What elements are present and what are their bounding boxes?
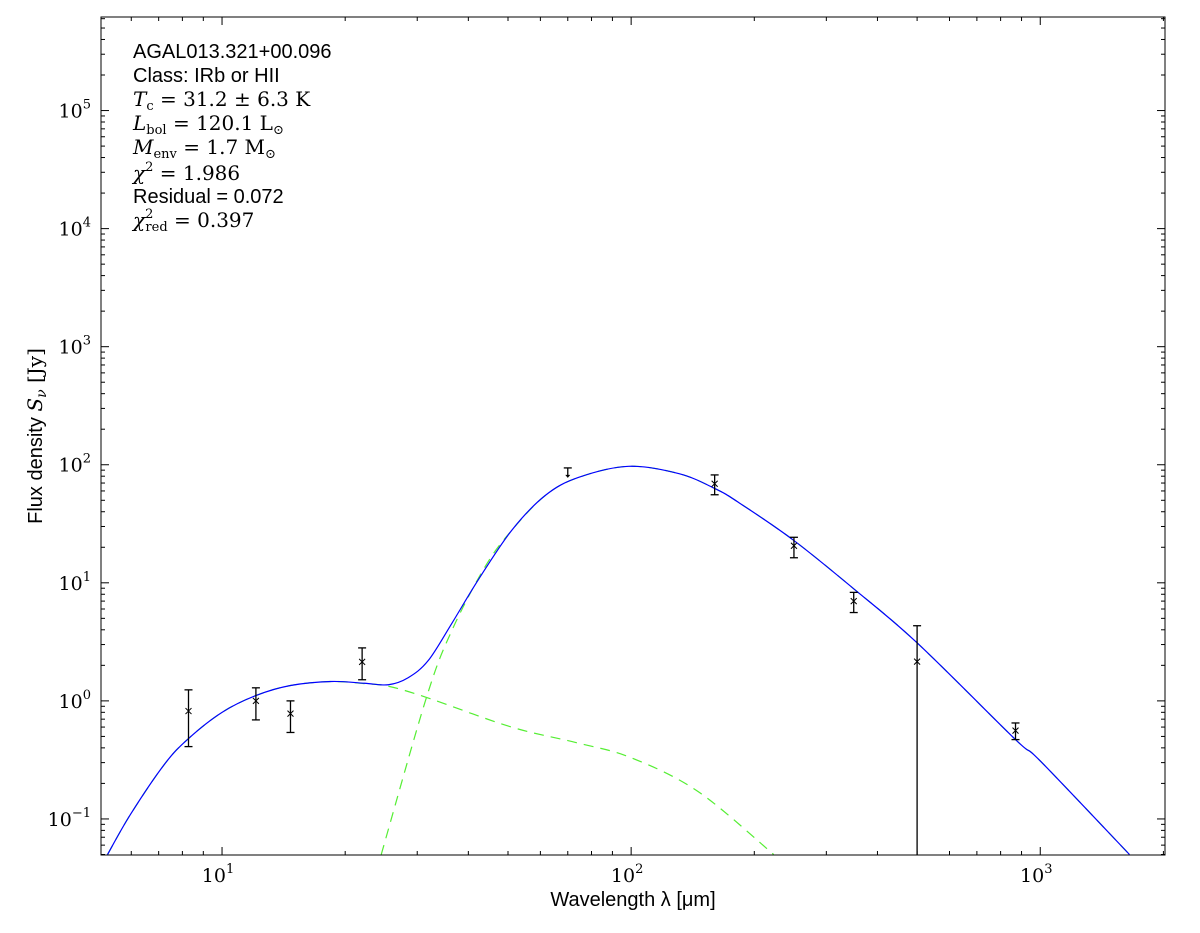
y-tick-base: 10 — [59, 219, 83, 241]
data-point — [251, 687, 260, 721]
data-point — [849, 591, 858, 614]
y-tick-base: 10 — [59, 455, 83, 477]
point-marker — [790, 542, 798, 550]
data-point — [184, 689, 193, 748]
data-point — [358, 647, 367, 681]
y-tick-base: 10 — [48, 809, 72, 831]
y-tick-label: 103 — [59, 334, 91, 359]
point-marker — [185, 707, 192, 715]
y-tick-exponent: 5 — [83, 98, 91, 113]
y-tick-exponent: 0 — [83, 688, 91, 703]
y-tick-exponent: 1 — [83, 570, 91, 585]
plot-frame — [100, 16, 1166, 856]
x-axis-label: Wavelength λ [μm] — [550, 889, 715, 911]
class-label: Class: IRb or HII — [133, 65, 280, 87]
model-curves — [107, 465, 1130, 855]
warm-component-curve — [107, 680, 775, 855]
point-marker — [252, 697, 260, 705]
y-tick-label: 100 — [59, 688, 91, 713]
upper-limit-arrow — [565, 474, 571, 478]
fit-annotations: AGAL013.321+00.096 Class: IRb or HII Tc … — [131, 41, 332, 235]
chi2-label: χ2 = 1.986 — [131, 160, 240, 185]
data-point — [286, 700, 295, 734]
point-marker — [287, 710, 294, 717]
x-tick-label: 102 — [611, 862, 643, 887]
y-tick-base: 10 — [59, 691, 83, 713]
chi2-reduced-label: χ2 red = 0.397 — [131, 207, 254, 235]
y-tick-label: 105 — [59, 98, 91, 123]
y-tick-base: 10 — [59, 337, 83, 359]
point-marker — [358, 658, 366, 666]
total-model-curve — [107, 465, 1130, 855]
point-marker — [1012, 727, 1019, 734]
y-tick-base: 10 — [59, 573, 83, 595]
point-marker — [711, 480, 719, 488]
point-marker — [850, 597, 858, 605]
luminosity-label: Lbol = 120.1 L⊙ — [132, 111, 284, 138]
data-point — [710, 474, 719, 496]
y-tick-exponent: 3 — [83, 334, 91, 349]
y-tick-label: 104 — [59, 216, 91, 241]
x-tick-exponent: 1 — [226, 862, 234, 877]
y-tick-label: 10−1 — [48, 806, 91, 831]
y-tick-label: 102 — [59, 452, 91, 477]
y-axis-label: Flux density Sν [Jy] — [23, 348, 50, 524]
x-tick-label: 103 — [1020, 862, 1052, 887]
source-name: AGAL013.321+00.096 — [133, 41, 332, 63]
y-tick-exponent: 2 — [83, 452, 91, 467]
x-tick-exponent: 3 — [1044, 862, 1052, 877]
data-point — [913, 625, 922, 855]
axis-ticks — [101, 17, 1165, 855]
y-tick-exponent: 4 — [83, 216, 91, 231]
x-tick-exponent: 2 — [635, 862, 643, 877]
x-tick-label: 101 — [202, 862, 234, 887]
temperature-label: Tc = 31.2 ± 6.3 K — [133, 87, 311, 114]
data-points — [184, 467, 1020, 855]
y-tick-label: 101 — [59, 570, 91, 595]
mass-label: Menv = 1.7 M⊙ — [132, 135, 276, 162]
cold-component-curve — [380, 465, 1130, 855]
data-point — [1011, 722, 1020, 741]
residual-label: Residual = 0.072 — [133, 186, 284, 208]
data-point — [789, 536, 798, 559]
upper-limit-point — [563, 467, 572, 478]
y-tick-base: 10 — [59, 101, 83, 123]
point-marker — [913, 658, 921, 665]
y-tick-exponent: −1 — [72, 806, 91, 821]
